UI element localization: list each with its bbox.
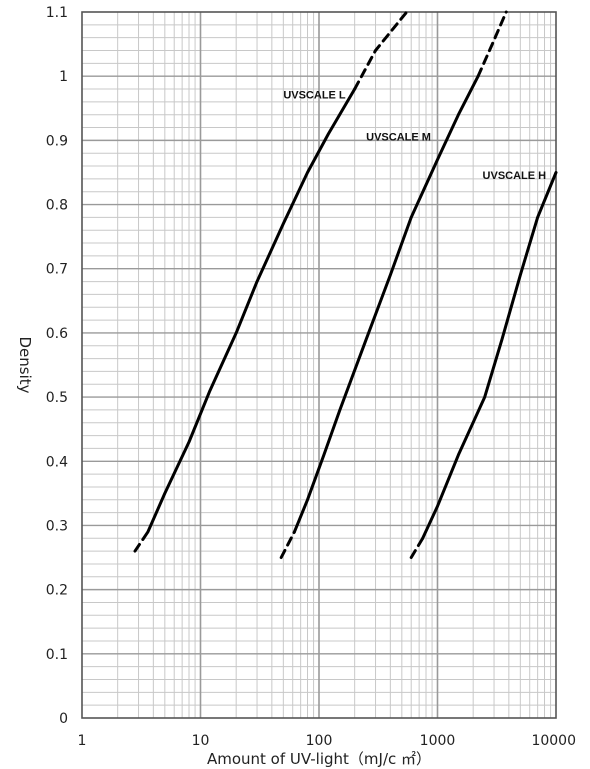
series-label: UVSCALE H (483, 170, 547, 182)
series-line-dashed-low (133, 530, 150, 553)
series-label: UVSCALE L (283, 90, 346, 102)
y-tick-label: 1 (59, 69, 68, 85)
y-tick-label: 0.7 (46, 262, 68, 278)
series-line-dashed-high (476, 10, 508, 78)
y-tick-label: 1.1 (46, 5, 68, 21)
series-line-dashed-high (353, 10, 409, 91)
series-label: UVSCALE M (366, 131, 431, 143)
series-lines (133, 10, 558, 559)
y-tick-label: 0.3 (46, 518, 68, 534)
y-tick-label: 0.4 (46, 454, 68, 470)
x-tick-label: 10000 (531, 733, 576, 749)
series-uvscale-h (409, 171, 558, 559)
y-tick-label: 0.6 (46, 326, 68, 342)
series-uvscale-m (279, 10, 508, 559)
x-tick-label: 1000 (420, 733, 456, 749)
y-tick-label: 0.9 (46, 133, 68, 149)
x-axis-label: Amount of UV-light（mJ/c ㎡） (207, 750, 431, 768)
y-axis-label: Density (16, 336, 34, 393)
y-tick-label: 0 (59, 711, 68, 727)
y-tick-label: 0.2 (46, 583, 68, 599)
x-tick-labels: 1 10 100 1000 10000 (78, 733, 576, 749)
series-uvscale-l (133, 10, 409, 553)
x-tick-label: 1 (78, 733, 87, 749)
series-line-solid (421, 171, 558, 540)
series-line-solid (292, 74, 480, 534)
series-line-dashed-low (409, 536, 425, 559)
x-tick-label: 10 (192, 733, 210, 749)
y-tick-label: 0.5 (46, 390, 68, 406)
y-tick-label: 0.1 (46, 647, 68, 663)
x-tick-label: 100 (306, 733, 333, 749)
grid (82, 12, 556, 718)
y-tick-labels: 0 0.1 0.2 0.3 0.4 0.5 0.6 0.7 0.8 0.9 1 1.1 (46, 5, 68, 727)
y-tick-label: 0.8 (46, 198, 68, 214)
series-line-solid (146, 87, 357, 534)
plot-border (81, 11, 557, 719)
series-line-dashed-low (279, 530, 296, 559)
plot-frame (81, 11, 557, 719)
series-labels: UVSCALE L UVSCALE M UVSCALE H (283, 90, 546, 182)
